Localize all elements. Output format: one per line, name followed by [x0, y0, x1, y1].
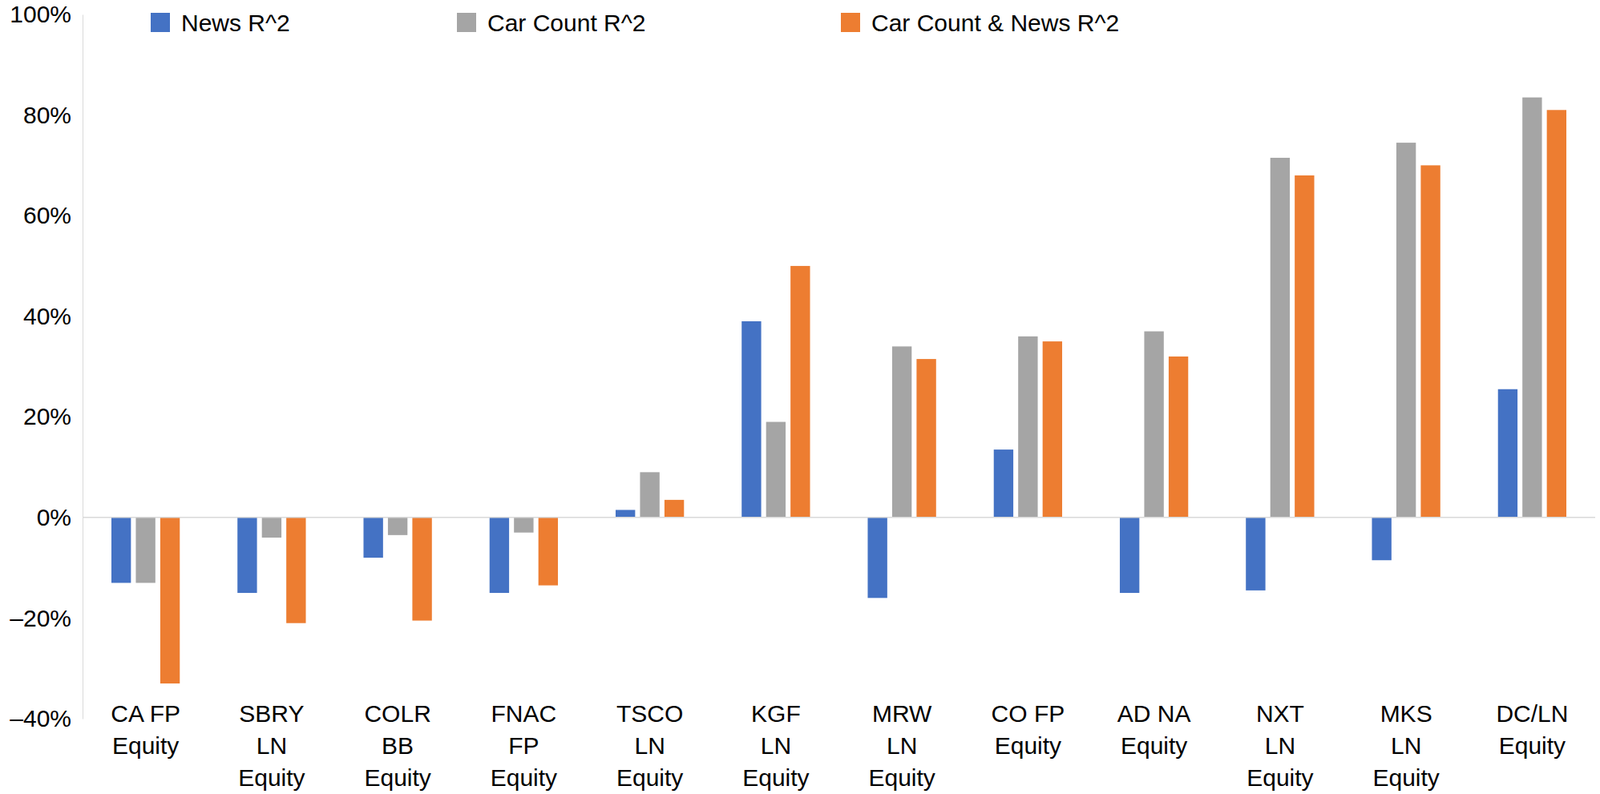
legend: News R^2 Car Count R^2 Car Count & News R^…	[150, 9, 1120, 37]
x-tick-label: CA FPEquity	[110, 700, 181, 760]
bar	[1294, 175, 1314, 518]
x-tick-label: DC/LNEquity	[1495, 700, 1568, 760]
y-tick: 100%	[9, 0, 83, 28]
bar	[387, 517, 408, 536]
bar	[160, 517, 180, 684]
x-tick: TSCOLNEquity	[616, 700, 683, 792]
x-tick-label: MKSLNEquity	[1372, 700, 1439, 792]
bar	[1371, 517, 1391, 561]
bar	[1018, 336, 1038, 518]
zero-line	[82, 517, 1596, 519]
y-tick: 0%	[36, 504, 83, 531]
bar	[135, 517, 155, 584]
bar	[1168, 356, 1188, 518]
bar	[286, 517, 306, 624]
bar	[664, 500, 684, 518]
x-tick-label: TSCOLNEquity	[616, 700, 683, 792]
y-tick-label: 20%	[23, 403, 72, 430]
x-tick-label: COLRBBEquity	[363, 700, 431, 792]
bar	[766, 422, 786, 518]
bar	[1498, 389, 1518, 518]
bar	[1119, 517, 1140, 594]
x-tick-label: KGFLNEquity	[742, 700, 809, 792]
bars	[111, 97, 1567, 684]
x-tick: COLRBBEquity	[363, 700, 431, 792]
bar	[1420, 165, 1440, 518]
bar	[237, 517, 257, 594]
chart: –40% –20% 0% 20% 40% 60% 80% 100% CA FPEquity SBR…	[0, 0, 1600, 794]
y-tick: 80%	[23, 101, 83, 129]
y-axis-line	[82, 15, 84, 720]
legend-swatch	[150, 12, 170, 33]
x-tick: MRWLNEquity	[868, 700, 935, 792]
legend-swatch	[840, 12, 861, 33]
x-tick-label: NXTLNEquity	[1246, 700, 1314, 792]
x-tick: CA FPEquity	[110, 700, 181, 760]
x-axis: CA FPEquity SBRYLNEquity COLRBBEquity FNACF…	[110, 700, 1568, 792]
bar	[1522, 97, 1542, 518]
y-axis: –40% –20% 0% 20% 40% 60% 80% 100%	[9, 0, 83, 732]
x-tick-label: MRWLNEquity	[868, 700, 935, 792]
legend-swatch	[456, 12, 477, 33]
y-tick: 60%	[23, 202, 83, 229]
legend-label: News R^2	[181, 9, 291, 37]
bar	[412, 517, 432, 622]
bar	[916, 359, 936, 518]
x-tick: MKSLNEquity	[1372, 700, 1439, 792]
bar	[262, 517, 282, 538]
x-tick: AD NAEquity	[1117, 700, 1192, 760]
y-tick-label: 80%	[23, 101, 72, 129]
legend-label: Car Count R^2	[487, 9, 647, 37]
x-tick: NXTLNEquity	[1246, 700, 1314, 792]
bar	[1547, 109, 1567, 518]
x-tick-label: FNACFPEquity	[490, 700, 558, 792]
bar	[741, 321, 761, 518]
x-tick: DC/LNEquity	[1495, 700, 1568, 760]
y-tick-label: –40%	[9, 705, 72, 732]
bar	[1143, 331, 1164, 518]
bar	[639, 472, 659, 518]
x-tick-label: CO FPEquity	[991, 700, 1066, 760]
bar	[993, 449, 1014, 518]
legend-label: Car Count & News R^2	[871, 9, 1120, 37]
x-tick: CO FPEquity	[991, 700, 1066, 760]
bar	[489, 517, 510, 594]
bar	[1245, 517, 1265, 591]
bar	[538, 517, 558, 586]
bar	[867, 517, 887, 598]
bar	[615, 509, 635, 518]
y-tick: 40%	[23, 303, 83, 330]
y-tick-label: –20%	[9, 605, 72, 632]
y-tick: 20%	[23, 403, 83, 430]
bar	[1042, 341, 1063, 518]
bar	[363, 517, 383, 558]
y-tick-label: 100%	[9, 0, 72, 28]
x-tick-label: AD NAEquity	[1117, 700, 1192, 760]
y-tick: –20%	[9, 605, 83, 632]
y-tick-label: 60%	[23, 202, 72, 229]
y-tick: –40%	[9, 705, 83, 732]
y-tick-label: 40%	[23, 303, 72, 330]
bar	[790, 266, 810, 518]
y-tick-label: 0%	[36, 504, 72, 531]
x-tick-label: SBRYLNEquity	[238, 700, 305, 792]
x-tick: FNACFPEquity	[490, 700, 558, 792]
bar	[892, 346, 912, 518]
bar	[513, 517, 534, 534]
bar	[1270, 157, 1290, 518]
x-tick: KGFLNEquity	[742, 700, 809, 792]
bar	[111, 517, 131, 584]
bar	[1396, 142, 1416, 518]
x-tick: SBRYLNEquity	[238, 700, 305, 792]
